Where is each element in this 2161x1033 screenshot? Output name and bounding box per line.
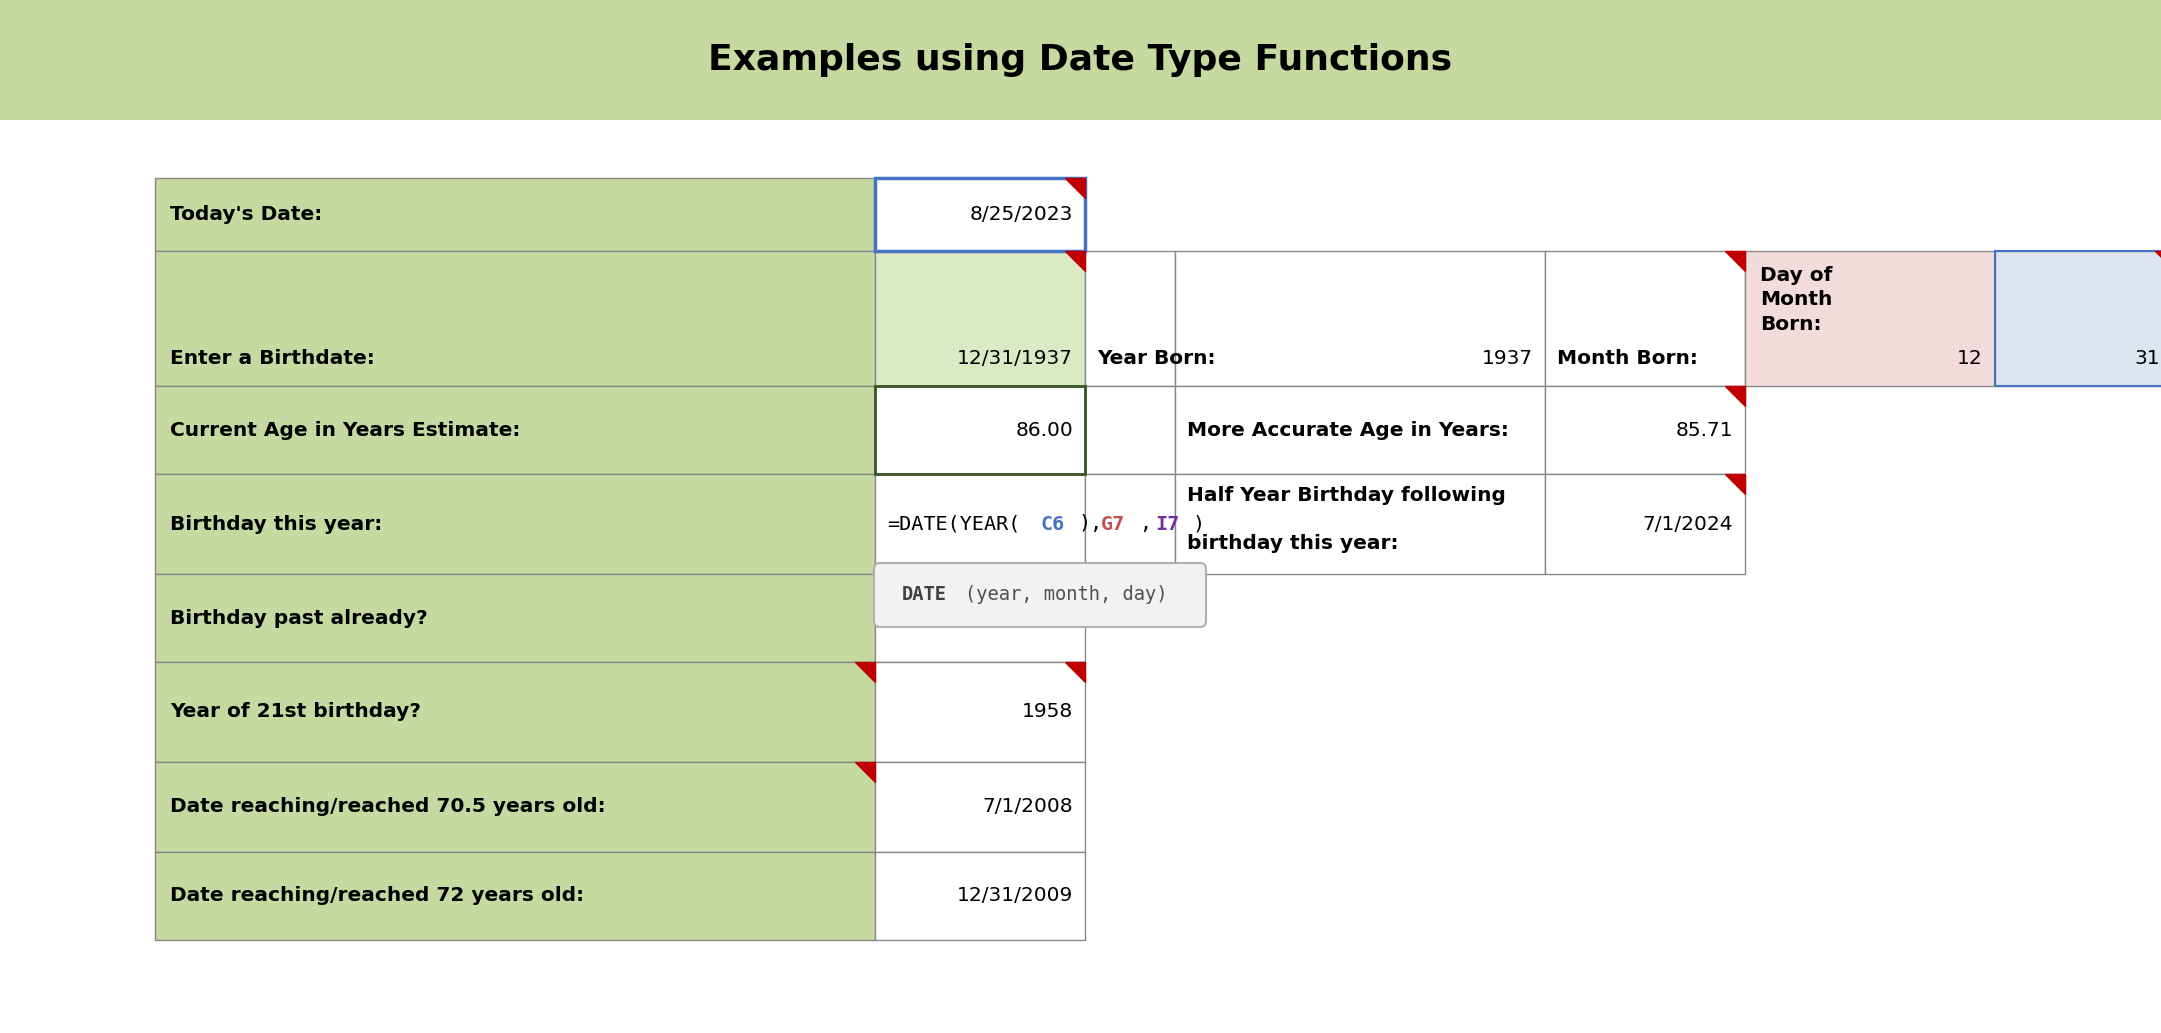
- Bar: [875, 386, 1085, 474]
- Text: ,: ,: [1139, 514, 1152, 533]
- Bar: [1995, 251, 2161, 386]
- Polygon shape: [856, 762, 875, 782]
- Bar: [1545, 251, 1744, 386]
- Text: 85.71: 85.71: [1675, 420, 1733, 439]
- Bar: [156, 251, 875, 386]
- Text: Current Age in Years Estimate:: Current Age in Years Estimate:: [171, 420, 521, 439]
- Bar: [1176, 386, 1545, 474]
- Bar: [156, 852, 875, 940]
- Bar: [875, 178, 1085, 251]
- Bar: [1545, 474, 1744, 574]
- Bar: [1545, 386, 1744, 474]
- Polygon shape: [856, 662, 875, 682]
- Bar: [1085, 251, 1176, 386]
- Text: 8/25/2023: 8/25/2023: [970, 205, 1074, 224]
- Text: ),: ),: [1078, 514, 1104, 533]
- Text: 12: 12: [1958, 349, 1984, 368]
- Bar: [875, 474, 1085, 574]
- Bar: [1176, 251, 1545, 386]
- Text: Month Born:: Month Born:: [1556, 349, 1699, 368]
- Text: Half Year Birthday following: Half Year Birthday following: [1186, 486, 1506, 505]
- Text: 7/1/2008: 7/1/2008: [983, 797, 1074, 816]
- Bar: [1085, 474, 1176, 574]
- Text: 1958: 1958: [1022, 702, 1074, 721]
- Text: Birthday this year:: Birthday this year:: [171, 514, 382, 533]
- Text: =DATE(YEAR(: =DATE(YEAR(: [886, 514, 1020, 533]
- Text: 1937: 1937: [1482, 349, 1532, 368]
- Bar: [875, 251, 1085, 386]
- Polygon shape: [1065, 178, 1085, 198]
- Text: (year, month, day): (year, month, day): [966, 586, 1167, 604]
- Bar: [1744, 251, 1995, 386]
- Text: Date reaching/reached 72 years old:: Date reaching/reached 72 years old:: [171, 886, 583, 906]
- Bar: [0, 0, 2161, 120]
- Bar: [156, 662, 875, 762]
- Bar: [875, 762, 1085, 852]
- Text: Examples using Date Type Functions: Examples using Date Type Functions: [709, 43, 1452, 77]
- Text: I7: I7: [1154, 514, 1180, 533]
- Text: 12/31/2009: 12/31/2009: [957, 886, 1074, 906]
- Polygon shape: [1065, 662, 1085, 682]
- Polygon shape: [2155, 251, 2161, 271]
- Text: Today's Date:: Today's Date:: [171, 205, 322, 224]
- Bar: [1995, 251, 2161, 386]
- Text: Year Born:: Year Born:: [1098, 349, 1214, 368]
- Bar: [156, 178, 875, 251]
- Bar: [875, 574, 1085, 662]
- Text: 7/1/2024: 7/1/2024: [1642, 514, 1733, 533]
- Text: More Accurate Age in Years:: More Accurate Age in Years:: [1186, 420, 1508, 439]
- Polygon shape: [1065, 251, 1085, 271]
- Text: Birthday past already?: Birthday past already?: [171, 608, 428, 627]
- Text: Enter a Birthdate:: Enter a Birthdate:: [171, 349, 374, 368]
- Bar: [156, 762, 875, 852]
- Polygon shape: [1724, 474, 1744, 494]
- Text: NO: NO: [890, 608, 921, 627]
- Text: ): ): [1193, 514, 1206, 533]
- Text: 31: 31: [2135, 349, 2161, 368]
- Text: Year of 21st birthday?: Year of 21st birthday?: [171, 702, 421, 721]
- Text: 12/31/1937: 12/31/1937: [957, 349, 1074, 368]
- Bar: [156, 474, 875, 574]
- Polygon shape: [1724, 386, 1744, 406]
- FancyBboxPatch shape: [873, 563, 1206, 627]
- Bar: [875, 386, 1085, 474]
- Bar: [875, 662, 1085, 762]
- Polygon shape: [1724, 251, 1744, 271]
- Bar: [156, 574, 875, 662]
- Text: DATE: DATE: [901, 586, 947, 604]
- Text: 86.00: 86.00: [1016, 420, 1074, 439]
- Text: G7: G7: [1100, 514, 1126, 533]
- Bar: [1085, 386, 1176, 474]
- Bar: [1176, 474, 1545, 574]
- Text: birthday this year:: birthday this year:: [1186, 534, 1398, 553]
- Text: Date reaching/reached 70.5 years old:: Date reaching/reached 70.5 years old:: [171, 797, 605, 816]
- Text: Day of
Month
Born:: Day of Month Born:: [1759, 267, 1833, 334]
- Bar: [156, 386, 875, 474]
- Bar: [875, 852, 1085, 940]
- Bar: [875, 178, 1085, 251]
- Text: C6: C6: [1042, 514, 1065, 533]
